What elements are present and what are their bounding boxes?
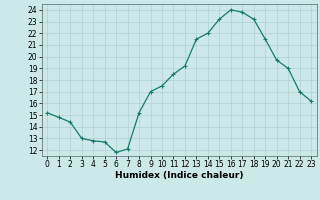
X-axis label: Humidex (Indice chaleur): Humidex (Indice chaleur) xyxy=(115,171,244,180)
